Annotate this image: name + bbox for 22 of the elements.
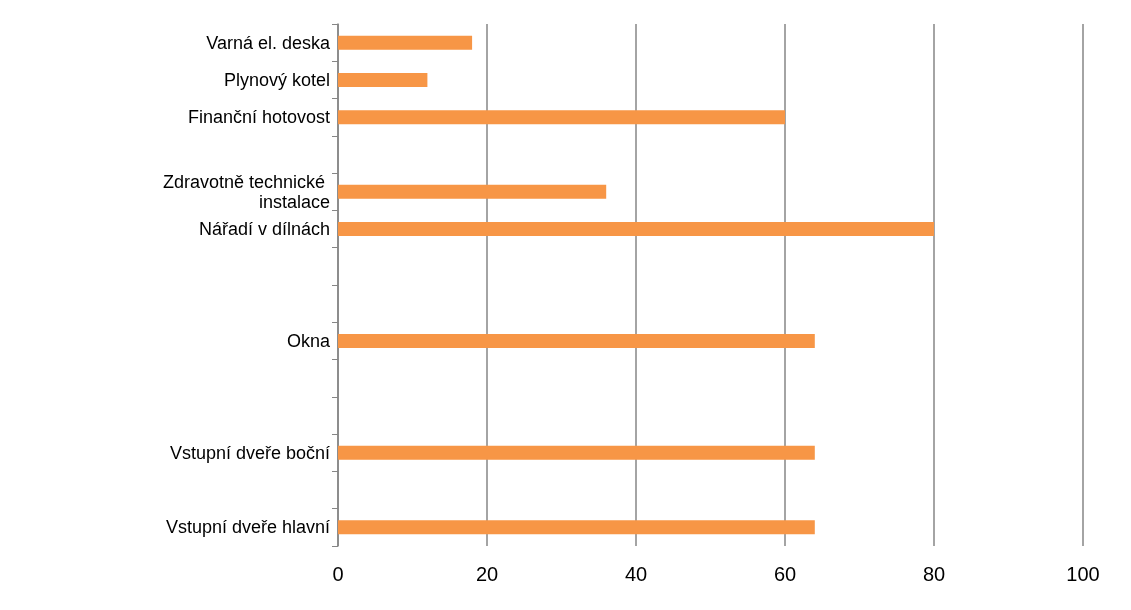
bar — [338, 222, 934, 237]
bar — [338, 445, 815, 460]
x-tick-label: 100 — [1066, 563, 1100, 585]
bar — [338, 520, 815, 535]
y-tick-label: Nářadí v dílnách — [198, 219, 330, 240]
y-tick-label: Varná el. deska — [206, 32, 331, 53]
x-tick-label: 0 — [332, 563, 344, 585]
x-tick-label: 20 — [475, 563, 499, 585]
bar — [338, 333, 815, 348]
bar — [338, 184, 607, 199]
y-tick-label: Vstupní dveře hlavní — [165, 517, 330, 538]
bar — [338, 110, 785, 125]
bar — [338, 35, 473, 50]
x-tick-label: 80 — [922, 563, 946, 585]
bar — [338, 72, 428, 87]
y-tick-label: Vstupní dveře boční — [169, 442, 330, 463]
x-tick-label: 40 — [624, 563, 648, 585]
y-tick-label: Zdravotně technické instalace — [162, 171, 330, 212]
y-tick-label: Okna — [286, 330, 331, 351]
y-tick-label: Finanční hotovost — [187, 107, 330, 128]
x-tick-label: 60 — [773, 563, 797, 585]
y-tick-label: Plynový kotel — [223, 69, 330, 90]
